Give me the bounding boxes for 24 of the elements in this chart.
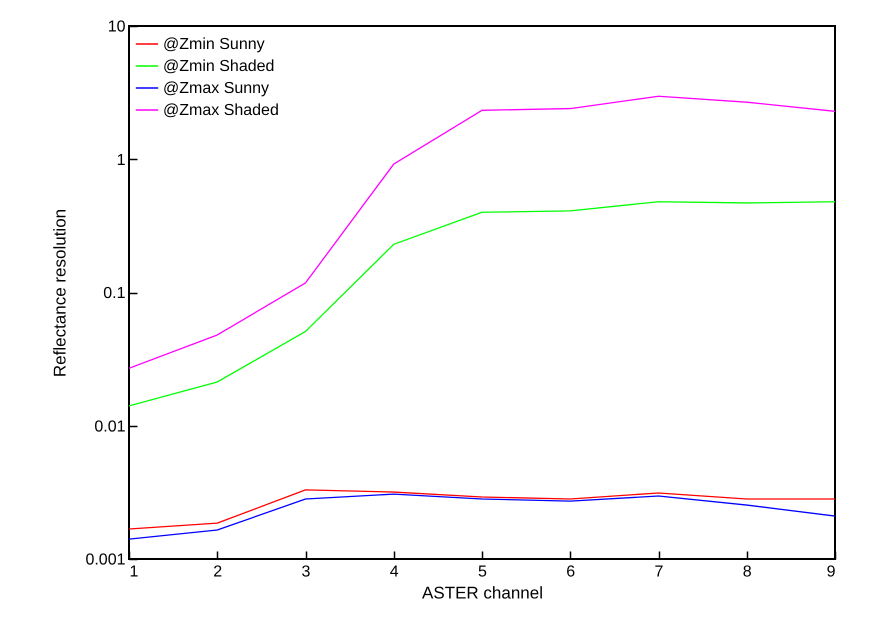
line-series (129, 201, 835, 407)
y-tick-label: 1 (116, 152, 126, 169)
y-tick-label: 0.001 (85, 552, 126, 568)
x-tick-label: 9 (826, 564, 836, 580)
legend-label: @Zmax Shaded (163, 102, 279, 119)
legend-label: @Zmax Sunny (163, 80, 270, 97)
x-tick-label: 5 (478, 564, 488, 580)
line-series (129, 96, 835, 369)
x-tick-label: 7 (654, 564, 664, 580)
line-series (129, 493, 835, 540)
line-series (129, 489, 835, 530)
x-tick-label: 2 (213, 564, 222, 580)
x-axis-title: ASTER channel (422, 584, 543, 602)
x-tick-label: 3 (302, 564, 311, 580)
y-tick-label: 0.1 (103, 285, 126, 302)
legend-label: @Zmin Shaded (163, 58, 274, 75)
x-tick-label: 8 (742, 564, 752, 580)
legend-label: @Zmin Sunny (163, 36, 265, 53)
x-tick-label: 4 (390, 564, 399, 580)
y-tick-label: 10 (108, 18, 126, 36)
x-tick-label: 6 (566, 564, 576, 580)
x-tick-label: 1 (130, 564, 138, 580)
y-axis-title: Reflectance resolution (50, 208, 70, 378)
y-tick-label: 0.01 (94, 418, 126, 436)
